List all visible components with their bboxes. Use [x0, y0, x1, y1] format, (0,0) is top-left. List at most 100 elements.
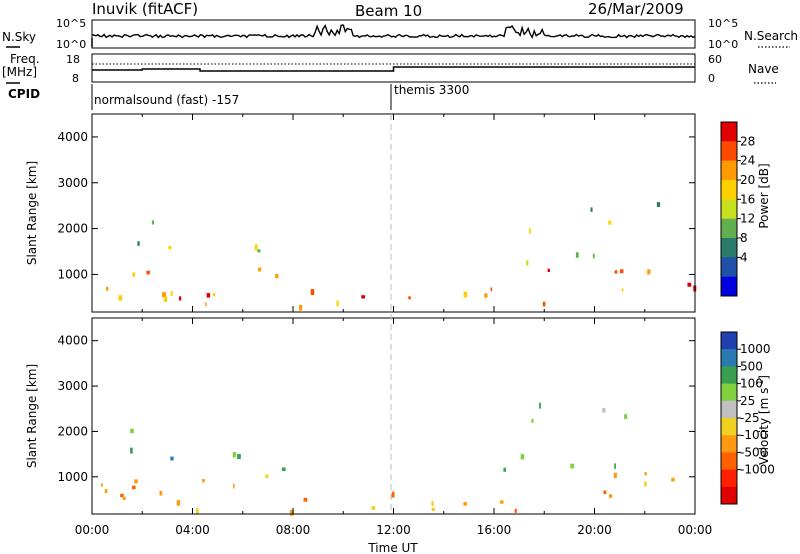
range-gate-cell	[254, 244, 258, 251]
range-tick-label: 3000	[57, 379, 88, 393]
range-gate-cell	[603, 490, 607, 495]
colorbar-tick-label: 4	[740, 250, 748, 264]
range-gate-cell	[132, 485, 136, 490]
range-gate-cell	[290, 510, 294, 516]
range-gate-cell	[614, 463, 616, 469]
range-gate-cell	[431, 500, 434, 506]
colorbar-tick-label: 20	[740, 173, 755, 187]
power-colorbar-label: Power [dB]	[757, 163, 771, 228]
colorbar-swatch	[721, 218, 737, 239]
colorbar-tick-label: 25	[740, 394, 755, 408]
nsky-tick-top: 10^5	[56, 17, 86, 30]
velocity-panel-frame	[91, 317, 696, 515]
range-gate-cell	[547, 268, 550, 273]
power-axes: 1000 2000 3000 4000	[57, 114, 696, 312]
colorbar-tick-label: 1000	[740, 342, 771, 356]
freq-tick-bottom: 8	[72, 72, 79, 85]
range-gate-cell	[371, 506, 376, 510]
velocity-ylabel: Slant Range [km]	[25, 364, 39, 468]
range-gate-cell	[391, 491, 395, 498]
colorbar-swatch	[721, 418, 737, 436]
freq-label-2: [MHz]	[2, 65, 37, 79]
time-tick-label: 20:00	[577, 523, 612, 537]
range-gate-cell	[162, 292, 166, 298]
colorbar-swatch	[721, 349, 737, 367]
range-gate-cell	[647, 269, 651, 275]
range-gate-cell	[170, 291, 173, 296]
station-title: Inuvik (fitACF)	[92, 0, 198, 18]
freq-trace	[92, 63, 695, 72]
range-gate-cell	[656, 202, 661, 207]
range-gate-cell	[303, 497, 308, 502]
time-tick-label: 00:00	[678, 523, 713, 537]
range-gate-cell	[195, 508, 199, 514]
power-heatmap-cells	[105, 202, 697, 311]
range-gate-cell	[671, 477, 675, 482]
range-gate-cell	[299, 304, 303, 311]
nsky-line	[91, 24, 696, 39]
range-gate-cell	[134, 479, 138, 484]
range-gate-cell	[608, 494, 613, 498]
range-gate-cell	[590, 207, 593, 212]
range-gate-cell	[212, 293, 216, 297]
date-title: 26/Mar/2009	[588, 0, 684, 18]
time-tick-label: 00:00	[75, 523, 110, 537]
range-gate-cell	[104, 489, 108, 494]
range-tick-label: 4000	[57, 130, 88, 144]
range-gate-cell	[602, 407, 606, 413]
range-gate-cell	[122, 496, 126, 500]
range-gate-cell	[614, 270, 618, 274]
velocity-colorbar-label-main: Velocity [m s	[757, 388, 771, 465]
colorbar-swatch	[721, 141, 737, 162]
colorbar-tick-label: 16	[740, 192, 755, 206]
colorbar-swatch	[721, 122, 737, 142]
colorbar-tick-label: 100	[740, 377, 763, 391]
range-gate-cell	[608, 220, 612, 225]
range-gate-cell	[499, 500, 504, 504]
range-gate-cell	[170, 456, 174, 461]
cpid-segment-1: normalsound (fast) -157	[94, 93, 239, 107]
colorbar-tick-label: 500	[740, 359, 763, 373]
nave-tick-top: 60	[708, 53, 722, 66]
range-gate-cell	[592, 253, 595, 259]
nsearch-label: N.Search	[744, 29, 798, 43]
time-axis-ticks: 00:00 04:00 08:00 12:00 16:00 20:00 00:00	[75, 523, 713, 537]
time-tick-label: 04:00	[175, 523, 210, 537]
freq-tick-top: 18	[66, 53, 80, 66]
colorbar-swatch	[721, 366, 737, 385]
range-tick-label: 3000	[57, 176, 88, 190]
range-gate-cell	[520, 454, 525, 460]
velocity-colorbar-label-end: ]	[757, 375, 771, 380]
nave-tick-bottom: 0	[708, 72, 715, 85]
range-gate-cell	[687, 282, 692, 287]
colorbar-swatch	[721, 486, 737, 505]
range-gate-cell	[130, 428, 134, 434]
colorbar-swatch	[721, 160, 737, 181]
range-gate-cell	[206, 293, 211, 298]
beam-title: Beam 10	[355, 2, 422, 20]
range-gate-cell	[463, 291, 468, 298]
range-gate-cell	[644, 481, 647, 487]
range-gate-cell	[336, 300, 339, 307]
range-gate-cell	[575, 252, 579, 258]
range-gate-cell	[613, 472, 617, 479]
nsearch-tick-top: 10^5	[708, 17, 738, 30]
colorbar-tick-label: 28	[740, 134, 755, 148]
range-gate-cell	[408, 296, 411, 300]
colorbar-swatch	[721, 435, 737, 453]
colorbar-swatch	[721, 238, 737, 258]
velocity-colorbar: 1000 500 100 25 -25 -100 -500 -1000	[720, 331, 775, 505]
range-gate-cell	[176, 500, 181, 506]
range-gate-cell	[490, 287, 493, 292]
range-gate-cell	[570, 463, 574, 469]
cpid-segment-2: themis 3300	[394, 83, 469, 97]
range-gate-cell	[168, 245, 172, 250]
nsky-trace	[91, 24, 696, 47]
range-gate-cell	[265, 474, 269, 478]
colorbar-tick-label: 12	[740, 212, 755, 226]
range-gate-cell	[146, 270, 150, 275]
time-tick-label: 08:00	[276, 523, 311, 537]
range-tick-label: 1000	[57, 267, 88, 281]
range-tick-label: 1000	[57, 470, 88, 484]
colorbar-tick-label: 8	[740, 231, 748, 245]
